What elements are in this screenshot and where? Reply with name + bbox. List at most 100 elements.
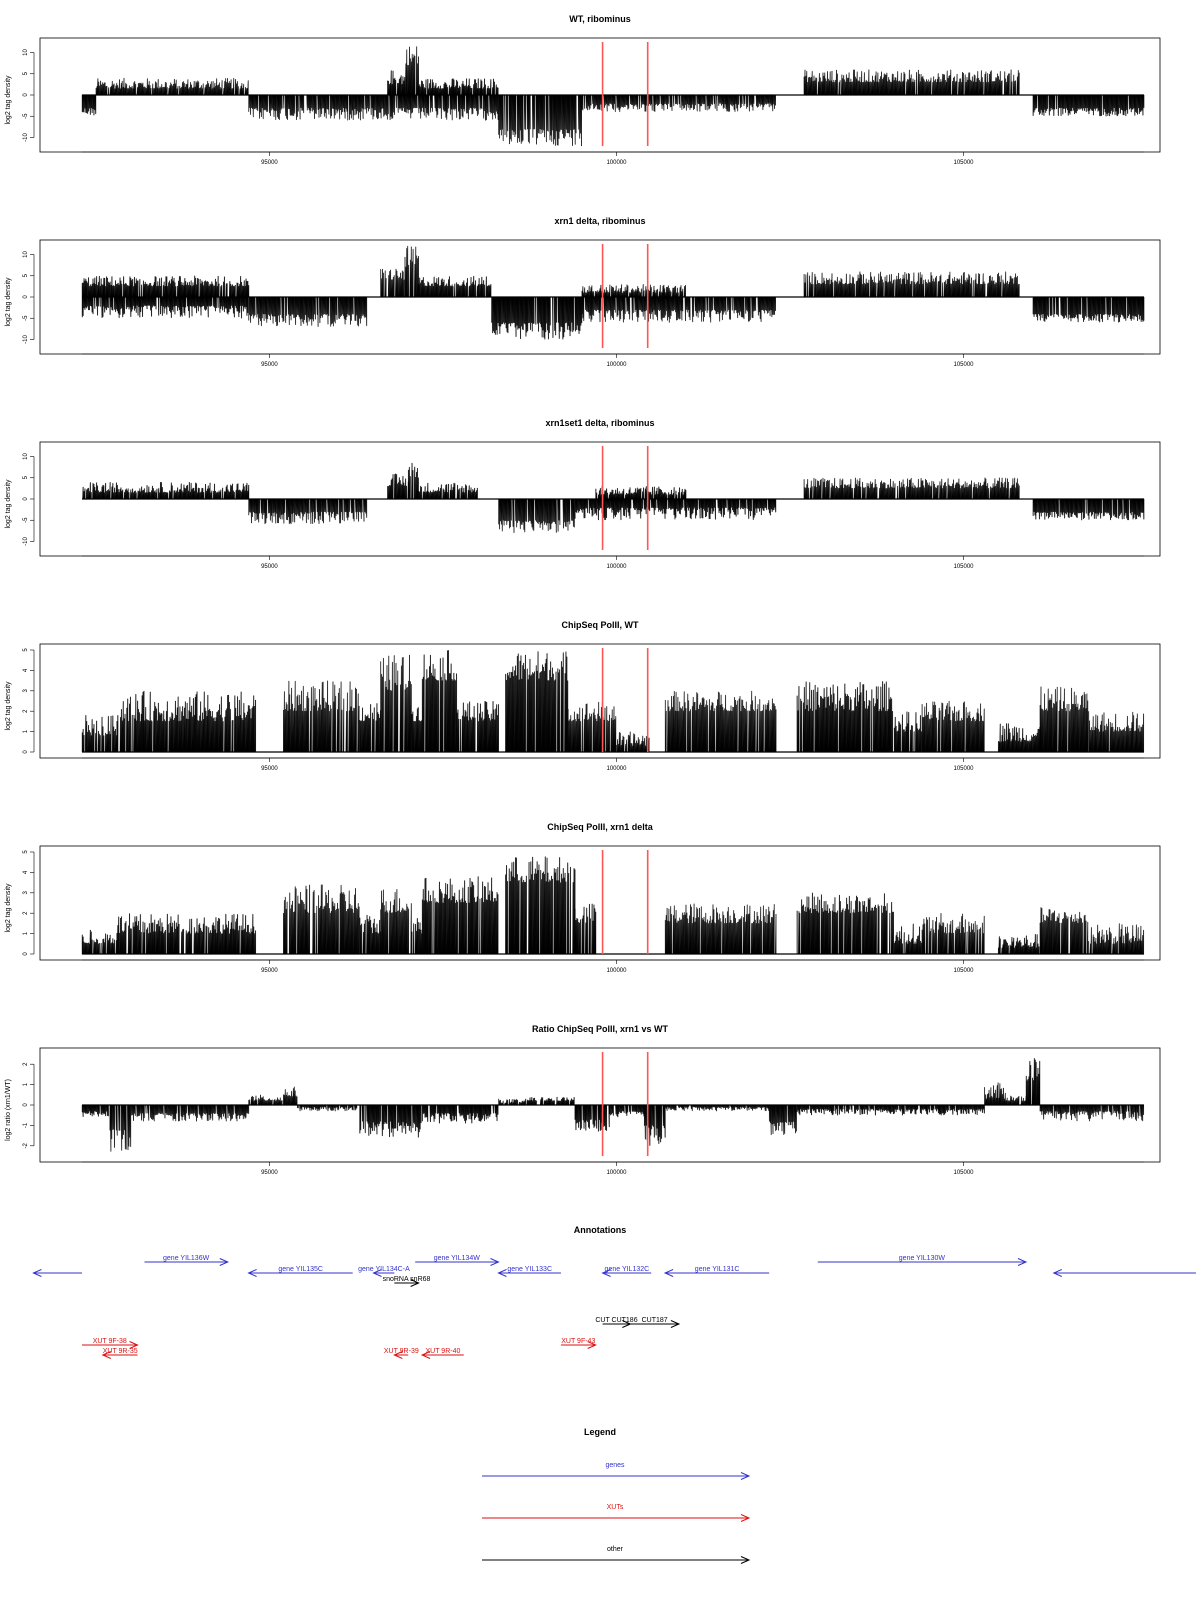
y-tick-label: 0 bbox=[23, 750, 29, 754]
signal-segment bbox=[769, 1104, 797, 1136]
signal-segment bbox=[921, 700, 985, 753]
signal-segment bbox=[130, 1104, 250, 1122]
y-tick-label: 5 bbox=[23, 71, 29, 75]
arrow-head bbox=[663, 1269, 674, 1277]
signal-segment bbox=[116, 913, 256, 955]
panel-chipseq-polii-wt: ChipSeq PolII, WT log2 tag density 0 1 2 3 4… bbox=[5, 620, 1161, 772]
signal-segment bbox=[421, 650, 457, 753]
x-tick-label: 95000 bbox=[261, 766, 278, 772]
signal-segment bbox=[581, 296, 777, 323]
signal-segment bbox=[283, 1086, 298, 1106]
feature-label: gene YIL133C bbox=[507, 1266, 552, 1273]
plot-area: 0 1 2 3 4 5 95000 100000 105000 bbox=[23, 648, 1144, 772]
signal-segment bbox=[893, 711, 922, 753]
x-tick-label: 105000 bbox=[954, 1170, 975, 1176]
panel-title: WT, ribominus bbox=[569, 14, 631, 24]
signal-segment bbox=[248, 1094, 284, 1106]
x-tick-label: 95000 bbox=[261, 968, 278, 974]
signal-segment bbox=[803, 271, 1020, 298]
signal-segment bbox=[984, 1082, 1006, 1106]
signal-segment bbox=[1088, 711, 1144, 753]
signal-segment bbox=[574, 1104, 610, 1132]
signal-segment bbox=[505, 651, 569, 753]
x-tick-label: 105000 bbox=[954, 362, 975, 368]
arrow-head bbox=[219, 1258, 230, 1266]
plot-area: 0 1 2 3 4 5 95000 100000 105000 bbox=[23, 850, 1144, 974]
y-tick-label: 5 bbox=[23, 648, 29, 652]
annotation-feature: gene YIL135C bbox=[247, 1266, 353, 1277]
signal-segment bbox=[81, 296, 249, 319]
arrow-head bbox=[601, 1269, 611, 1277]
feature-label: XUT 9F-43 bbox=[561, 1338, 595, 1345]
signal-segment bbox=[796, 892, 895, 955]
y-tick-label: 3 bbox=[23, 890, 29, 894]
signal-segment bbox=[1032, 94, 1145, 117]
y-tick-label: 1 bbox=[23, 729, 29, 733]
signal-segment bbox=[359, 914, 381, 955]
signal-segment bbox=[380, 268, 405, 298]
feature-label: gene YIL134C-A bbox=[358, 1266, 410, 1273]
signal-segment bbox=[1039, 907, 1089, 955]
legend-entry-genes: genes bbox=[482, 1462, 751, 1480]
annotation-feature: gene YIL132C bbox=[601, 1266, 652, 1277]
y-tick-label: 10 bbox=[23, 49, 29, 56]
signal-segment bbox=[803, 69, 1020, 96]
y-tick-label: 5 bbox=[23, 850, 29, 854]
annotation-feature: XUT 9R-35 bbox=[101, 1348, 138, 1359]
plot-area: -10 -5 0 5 10 95000 100000 105000 bbox=[23, 446, 1145, 570]
y-tick-label: 2 bbox=[23, 709, 29, 713]
feature-label: XUT 9R-39 bbox=[384, 1348, 419, 1355]
signal-segment bbox=[109, 1104, 132, 1152]
signal-segment bbox=[418, 78, 499, 96]
plot-area: -10 -5 0 5 10 95000 100000 105000 bbox=[23, 244, 1145, 368]
legend-label: other bbox=[607, 1546, 624, 1553]
annotations-title: Annotations bbox=[574, 1225, 627, 1235]
y-tick-label: 0 bbox=[23, 1103, 29, 1107]
arrow-head bbox=[393, 1351, 403, 1359]
signal-segment bbox=[248, 296, 368, 327]
signal-segment bbox=[498, 94, 582, 147]
annotation-items: gene YIL136W gene YIL135C gene YIL134C-A sn… bbox=[32, 1255, 1196, 1359]
annotation-feature: gene YIL133C bbox=[497, 1266, 561, 1277]
signal-segment bbox=[380, 654, 412, 753]
signal-segment bbox=[526, 1096, 575, 1106]
signal-segment bbox=[664, 690, 777, 753]
legend-items: genes XUTs other bbox=[482, 1462, 751, 1564]
signal-segment bbox=[418, 275, 492, 298]
arrow-head bbox=[490, 1258, 500, 1266]
signal-segment bbox=[893, 923, 922, 955]
panel-chipseq-polii-xrn1-delta: ChipSeq PolII, xrn1 delta log2 tag densi… bbox=[5, 822, 1161, 974]
x-tick-label: 100000 bbox=[606, 564, 627, 570]
signal-segment bbox=[664, 903, 777, 955]
x-tick-label: 100000 bbox=[606, 160, 627, 166]
signal-segment bbox=[803, 477, 1020, 500]
signal-segment bbox=[491, 296, 583, 340]
signal-segment bbox=[1032, 498, 1145, 521]
signal-segment bbox=[81, 94, 97, 116]
y-axis-label: log2 tag density bbox=[5, 883, 12, 933]
panel-ratio-chipseq: Ratio ChipSeq PolII, xrn1 vs WT log2 rat… bbox=[5, 1024, 1161, 1176]
arrow-head bbox=[32, 1269, 42, 1277]
feature-label: gene YIL132C bbox=[605, 1266, 650, 1273]
signal-segment bbox=[359, 703, 381, 753]
arrow-head bbox=[372, 1269, 382, 1277]
annotation-feature bbox=[32, 1269, 82, 1277]
signal-segment bbox=[574, 903, 597, 955]
panel-title: Ratio ChipSeq PolII, xrn1 vs WT bbox=[532, 1024, 669, 1034]
signal-segment bbox=[404, 46, 419, 96]
feature-label: gene YIL131C bbox=[695, 1266, 740, 1273]
arrow-head bbox=[101, 1351, 112, 1359]
signal-segment bbox=[498, 498, 575, 533]
legend-label: genes bbox=[605, 1462, 625, 1469]
y-tick-label: 0 bbox=[23, 952, 29, 956]
feature-label: snoRNA snR68 bbox=[383, 1276, 431, 1283]
x-tick-label: 95000 bbox=[261, 362, 278, 368]
signal-segment bbox=[248, 94, 499, 121]
signal-segment bbox=[581, 94, 777, 113]
y-tick-label: 4 bbox=[23, 668, 29, 672]
signal-segment bbox=[998, 934, 1041, 955]
arrow-head bbox=[497, 1269, 507, 1277]
x-tick-label: 105000 bbox=[954, 160, 975, 166]
panel-title: xrn1 delta, ribominus bbox=[554, 216, 645, 226]
